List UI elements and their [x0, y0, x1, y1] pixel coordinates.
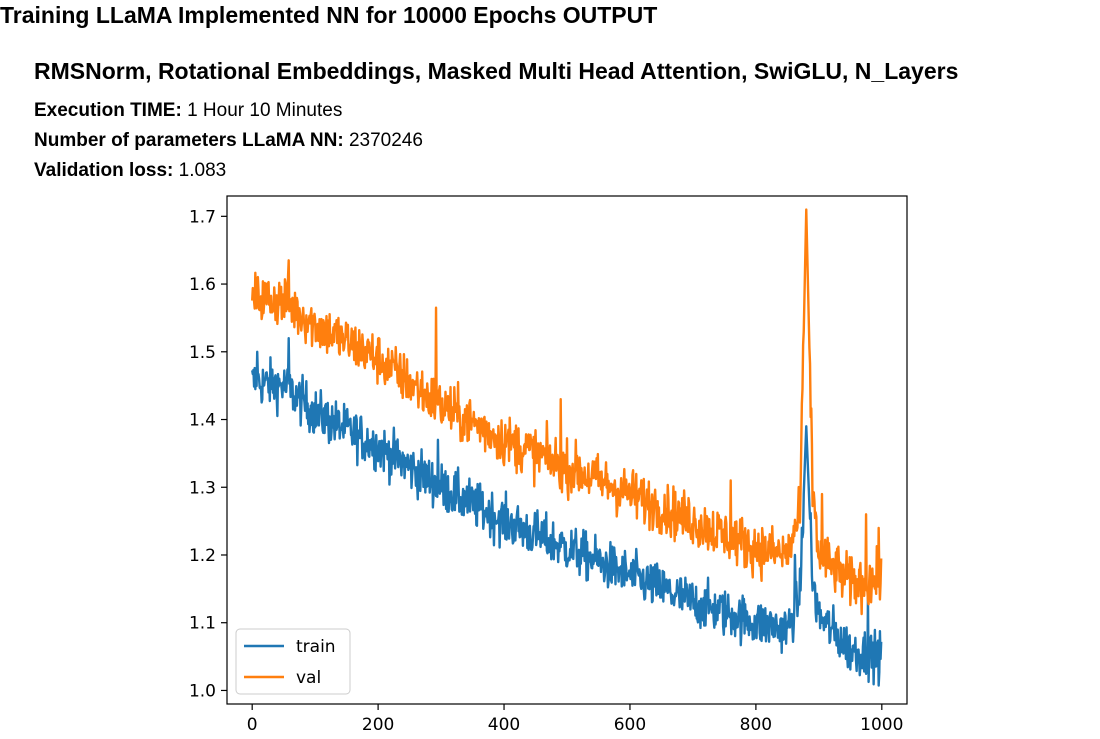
series-line-train [251, 337, 883, 687]
x-tick-label: 200 [362, 715, 394, 735]
execution-time-label: Execution TIME: [34, 100, 182, 121]
y-tick-label: 1.1 [189, 614, 216, 634]
parameters-label: Number of parameters LLaMA NN: [34, 130, 344, 151]
x-tick-label: 800 [740, 715, 772, 735]
y-tick-label: 1.3 [189, 478, 216, 498]
y-tick-label: 1.6 [189, 275, 216, 295]
execution-time-line: Execution TIME: 1 Hour 10 Minutes [34, 100, 342, 122]
x-tick-label: 0 [247, 715, 258, 735]
series-line-val [250, 208, 883, 616]
parameters-line: Number of parameters LLaMA NN: 2370246 [34, 130, 423, 152]
y-tick-label: 1.5 [189, 343, 216, 363]
legend-label-val: val [296, 668, 321, 688]
validation-loss-value: 1.083 [178, 160, 227, 181]
y-tick-label: 1.0 [189, 681, 216, 701]
x-tick-label: 1000 [860, 715, 903, 735]
page-title: Training LLaMA Implemented NN for 10000 … [0, 2, 658, 28]
y-tick-label: 1.4 [189, 411, 216, 431]
execution-time-value: 1 Hour 10 Minutes [187, 100, 343, 121]
x-tick-label: 600 [614, 715, 646, 735]
y-tick-label: 1.2 [189, 546, 216, 566]
validation-loss-line: Validation loss: 1.083 [34, 160, 226, 182]
x-tick-label: 400 [488, 715, 520, 735]
validation-loss-label: Validation loss: [34, 160, 174, 181]
y-tick-label: 1.7 [189, 207, 216, 227]
legend-label-train: train [296, 637, 336, 657]
parameters-value: 2370246 [348, 130, 423, 151]
plot-frame [226, 195, 908, 705]
page-subtitle: RMSNorm, Rotational Embeddings, Masked M… [34, 58, 959, 84]
